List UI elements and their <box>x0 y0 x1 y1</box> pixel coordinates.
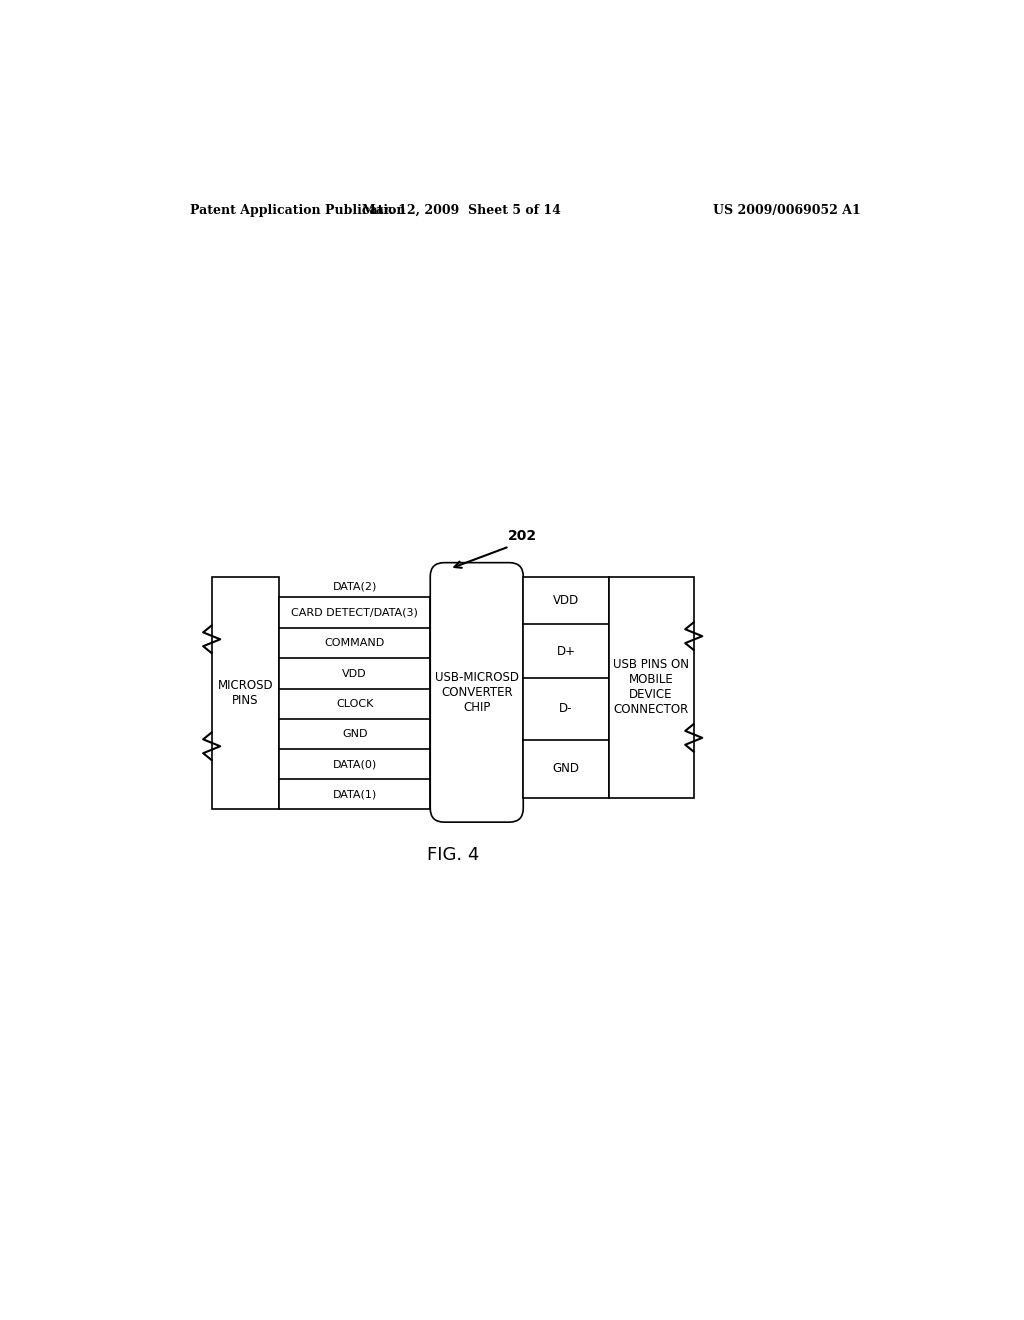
Text: USB PINS ON
MOBILE
DEVICE
CONNECTOR: USB PINS ON MOBILE DEVICE CONNECTOR <box>613 657 689 715</box>
Text: VDD: VDD <box>342 668 367 678</box>
Text: USB-MICROSD
CONVERTER
CHIP: USB-MICROSD CONVERTER CHIP <box>435 671 519 714</box>
Text: COMMAND: COMMAND <box>325 638 385 648</box>
Text: DATA(0): DATA(0) <box>333 759 377 770</box>
Text: Mar. 12, 2009  Sheet 5 of 14: Mar. 12, 2009 Sheet 5 of 14 <box>361 205 561 218</box>
Bar <box>280 597 430 809</box>
Text: D+: D+ <box>556 644 575 657</box>
Text: GND: GND <box>552 762 580 775</box>
Text: MICROSD
PINS: MICROSD PINS <box>218 678 273 706</box>
Text: DATA(2): DATA(2) <box>333 582 377 591</box>
Text: GND: GND <box>342 729 368 739</box>
Text: CARD DETECT/DATA(3): CARD DETECT/DATA(3) <box>291 607 418 618</box>
Bar <box>212 577 280 809</box>
Text: CLOCK: CLOCK <box>336 698 374 709</box>
Text: DATA(1): DATA(1) <box>333 789 377 800</box>
Text: 202: 202 <box>508 529 537 543</box>
Text: FIG. 4: FIG. 4 <box>427 846 479 865</box>
Text: US 2009/0069052 A1: US 2009/0069052 A1 <box>713 205 860 218</box>
Text: VDD: VDD <box>553 594 579 607</box>
Text: D-: D- <box>559 702 572 715</box>
Bar <box>608 577 693 797</box>
Bar <box>523 577 608 797</box>
Text: Patent Application Publication: Patent Application Publication <box>190 205 406 218</box>
FancyBboxPatch shape <box>430 562 523 822</box>
